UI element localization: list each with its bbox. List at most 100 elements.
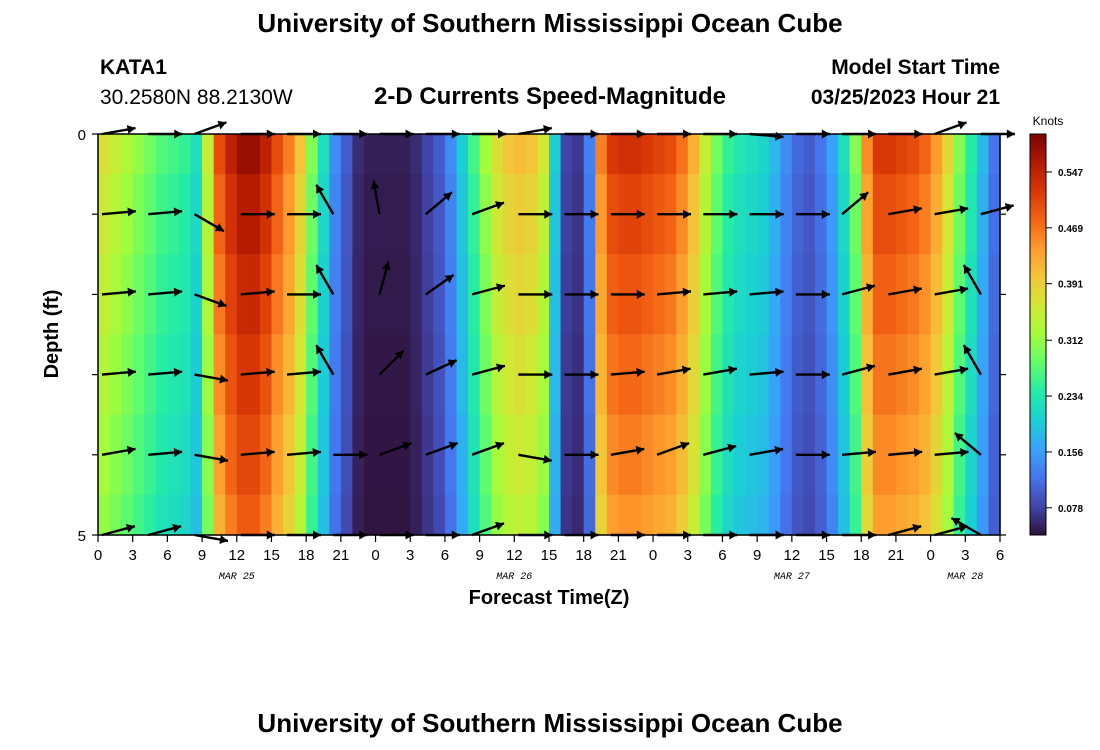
heatmap-cell — [710, 494, 724, 536]
current-vector — [240, 367, 275, 377]
heatmap-cell — [178, 254, 192, 336]
current-vector — [315, 184, 335, 215]
heatmap-cell — [699, 494, 712, 536]
heatmap-cell — [953, 414, 966, 496]
heatmap-cell — [803, 134, 816, 175]
current-vector — [841, 363, 876, 376]
heatmap-cell — [734, 254, 747, 336]
current-vector — [425, 273, 455, 296]
current-vector — [240, 209, 275, 219]
heatmap-cell — [398, 134, 411, 175]
heatmap-cell — [618, 334, 631, 416]
current-vector — [471, 521, 505, 537]
heatmap-cell — [155, 174, 168, 255]
heatmap-cell — [722, 334, 735, 416]
current-vector — [934, 285, 969, 296]
heatmap-cell — [549, 494, 562, 536]
heatmap-cell — [907, 334, 920, 416]
heatmap-cell — [444, 414, 458, 496]
current-vector — [795, 450, 830, 460]
heatmap-cell — [757, 134, 770, 175]
x-axis-title: Forecast Time(Z) — [469, 587, 630, 609]
y-axis: 05 — [78, 127, 1006, 545]
heatmap-cell — [178, 414, 192, 496]
heatmap-cell — [202, 494, 215, 536]
heatmap-cell — [410, 494, 423, 536]
heatmap-cell — [849, 334, 862, 416]
current-vector — [147, 523, 182, 537]
heatmap-cell — [479, 134, 492, 175]
current-vector — [795, 209, 830, 219]
heatmap-cell — [965, 254, 978, 336]
current-vector — [518, 370, 553, 380]
heatmap-cell — [838, 494, 851, 536]
heatmap-cell — [988, 414, 1001, 496]
heatmap-cell — [629, 494, 643, 536]
heatmap-cell — [444, 174, 458, 255]
colorbar-tick-label: 0.312 — [1058, 336, 1083, 347]
heatmap-cell — [491, 494, 504, 536]
heatmap-cell — [676, 334, 689, 416]
heatmap-cell — [433, 134, 446, 175]
current-vector — [315, 344, 335, 376]
heatmap-cell — [641, 174, 654, 255]
heatmap-cell — [363, 134, 377, 175]
colorbar-tick-label: 0.156 — [1058, 448, 1083, 459]
heatmap-cell — [259, 334, 273, 416]
heatmap-cell — [734, 174, 747, 255]
heatmap-cell — [942, 174, 955, 255]
heatmap-cell — [317, 334, 330, 416]
heatmap-cell — [259, 414, 273, 496]
heatmap-cell — [329, 334, 342, 416]
heatmap-cell — [213, 414, 226, 496]
heatmap-cell — [919, 334, 932, 416]
heatmap-cell — [965, 174, 978, 255]
heatmap-cell — [202, 174, 215, 255]
heatmap-cell — [225, 174, 238, 255]
heatmap-cell — [826, 414, 839, 496]
heatmap-cell — [363, 334, 377, 416]
current-vector — [101, 445, 136, 456]
heatmap-cell — [491, 174, 504, 255]
current-vector — [656, 365, 691, 376]
heatmap-cell — [294, 334, 307, 416]
current-vector — [518, 125, 552, 136]
heatmap-cell — [710, 134, 724, 175]
heatmap-cell — [676, 254, 689, 336]
heatmap-cell — [248, 254, 261, 336]
heatmap-cell — [132, 254, 145, 336]
heatmap-cell — [514, 134, 527, 175]
current-vector — [425, 441, 459, 456]
heatmap-cell — [410, 334, 423, 416]
heatmap-cell — [942, 494, 955, 536]
heatmap-cell — [225, 254, 238, 336]
heatmap-cell — [919, 134, 932, 175]
heatmap-cell — [421, 494, 434, 536]
heatmap-cell — [768, 414, 781, 496]
heatmap-cell — [340, 334, 354, 416]
heatmap-cell — [398, 254, 411, 336]
heatmap-cell — [410, 134, 423, 175]
current-vector — [101, 367, 136, 377]
heatmap-cell — [849, 494, 862, 536]
x-tick-label: 18 — [575, 547, 592, 564]
heatmap-cell — [734, 494, 747, 536]
heatmap-cell — [375, 494, 388, 536]
heatmap-cell — [363, 254, 377, 336]
heatmap-cell — [641, 134, 654, 175]
heatmap-cell — [329, 134, 342, 175]
heatmap-cell — [225, 334, 238, 416]
heatmap-cell — [907, 414, 920, 496]
heatmap-cell — [595, 414, 608, 496]
heatmap-cell — [479, 494, 492, 536]
heatmap-cell — [294, 414, 307, 496]
heatmap-cell — [363, 174, 377, 255]
current-vector — [610, 445, 645, 456]
heatmap-cell — [826, 134, 839, 175]
heatmap-cell — [838, 134, 851, 175]
heatmap-cell — [872, 134, 885, 175]
heatmap-cell — [572, 494, 585, 536]
x-tick-label: 3 — [684, 547, 692, 564]
heatmap-cell — [398, 334, 411, 416]
heatmap-cell — [329, 254, 342, 336]
